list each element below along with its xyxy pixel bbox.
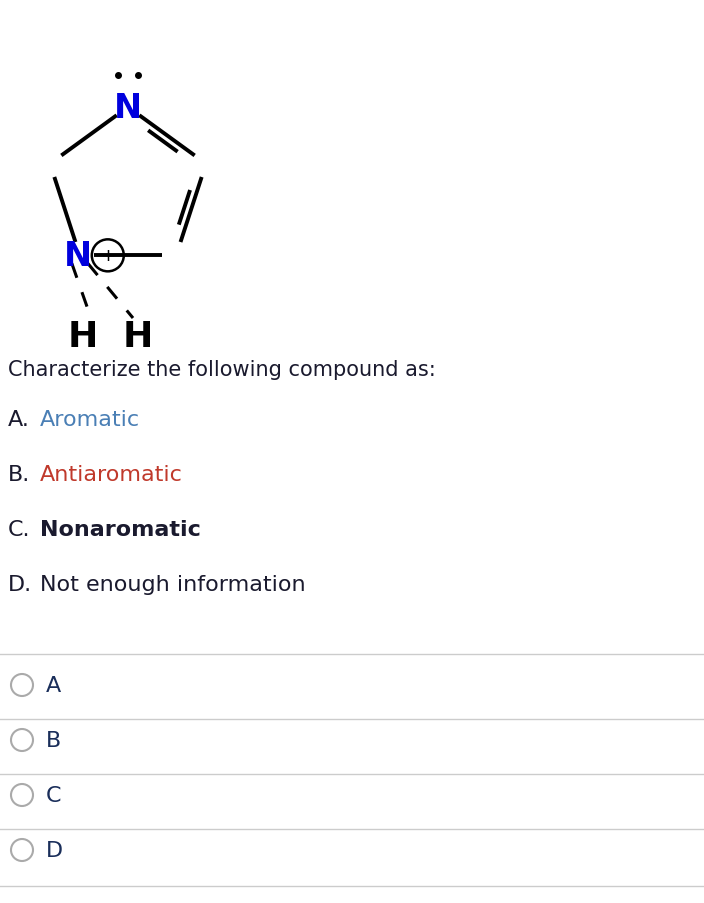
Text: C: C bbox=[46, 785, 61, 805]
Text: B.: B. bbox=[8, 464, 30, 485]
Text: D: D bbox=[46, 840, 63, 860]
Text: N: N bbox=[114, 91, 142, 125]
Text: A.: A. bbox=[8, 410, 30, 430]
Text: Nonaromatic: Nonaromatic bbox=[40, 519, 201, 539]
Text: Aromatic: Aromatic bbox=[40, 410, 140, 430]
Text: Not enough information: Not enough information bbox=[40, 574, 306, 594]
Text: Antiaromatic: Antiaromatic bbox=[40, 464, 183, 485]
Text: H: H bbox=[68, 320, 98, 354]
Text: Characterize the following compound as:: Characterize the following compound as: bbox=[8, 359, 436, 379]
Text: D.: D. bbox=[8, 574, 32, 594]
Text: +: + bbox=[100, 247, 115, 265]
Text: B: B bbox=[46, 731, 61, 750]
Text: H: H bbox=[122, 320, 153, 354]
Text: A: A bbox=[46, 675, 61, 695]
Text: N: N bbox=[64, 239, 92, 273]
Text: C.: C. bbox=[8, 519, 30, 539]
